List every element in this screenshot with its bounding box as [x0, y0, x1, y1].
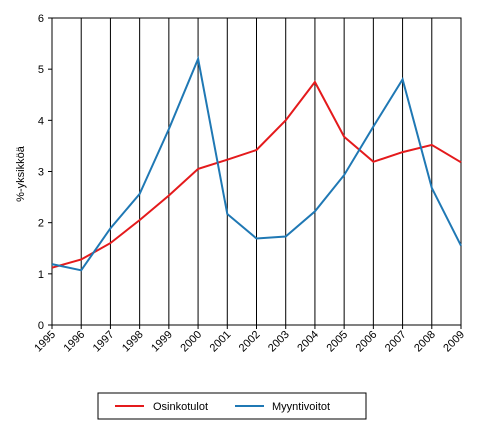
vertical-gridlines — [80, 18, 433, 325]
y-tick-label: 5 — [38, 64, 44, 76]
legend: Osinkotulot Myyntivoitot — [97, 392, 367, 420]
x-tick-label: 2003 — [266, 329, 292, 355]
x-axis-ticks: 1995 1996 1997 1998 1999 2000 2001 2002 2003 2004… — [32, 325, 467, 354]
legend-label-osinkotulot: Osinkotulot — [153, 401, 208, 413]
x-tick-label: 2008 — [412, 329, 438, 355]
y-tick-label: 2 — [38, 218, 44, 230]
x-tick-label: 2007 — [383, 329, 409, 355]
y-axis-label: %-yksikköä — [15, 145, 27, 202]
x-tick-label: 2009 — [441, 329, 467, 355]
series-lines — [51, 55, 462, 272]
y-axis-ticks: 0 1 2 3 4 5 6 — [38, 13, 52, 332]
y-tick-label: 3 — [38, 167, 44, 179]
series-line-myyntivoitot — [51, 55, 462, 272]
x-tick-label: 1999 — [149, 329, 175, 355]
x-tick-label: 2000 — [178, 329, 204, 355]
x-tick-label: 2001 — [208, 329, 234, 355]
series-line-osinkotulot — [51, 80, 462, 269]
x-tick-label: 1997 — [91, 329, 117, 355]
x-tick-label: 1996 — [62, 329, 88, 355]
x-tick-label: 2006 — [354, 329, 380, 355]
x-tick-label: 2005 — [324, 329, 350, 355]
y-tick-label: 4 — [38, 115, 44, 127]
legend-label-myyntivoitot: Myyntivoitot — [272, 401, 330, 413]
y-tick-label: 1 — [38, 269, 44, 281]
x-tick-label: 2002 — [237, 329, 263, 355]
x-tick-label: 1998 — [120, 329, 146, 355]
x-tick-label: 1995 — [32, 329, 58, 355]
y-tick-label: 0 — [38, 320, 44, 332]
x-tick-label: 2004 — [295, 329, 321, 355]
y-tick-label: 6 — [38, 13, 44, 25]
